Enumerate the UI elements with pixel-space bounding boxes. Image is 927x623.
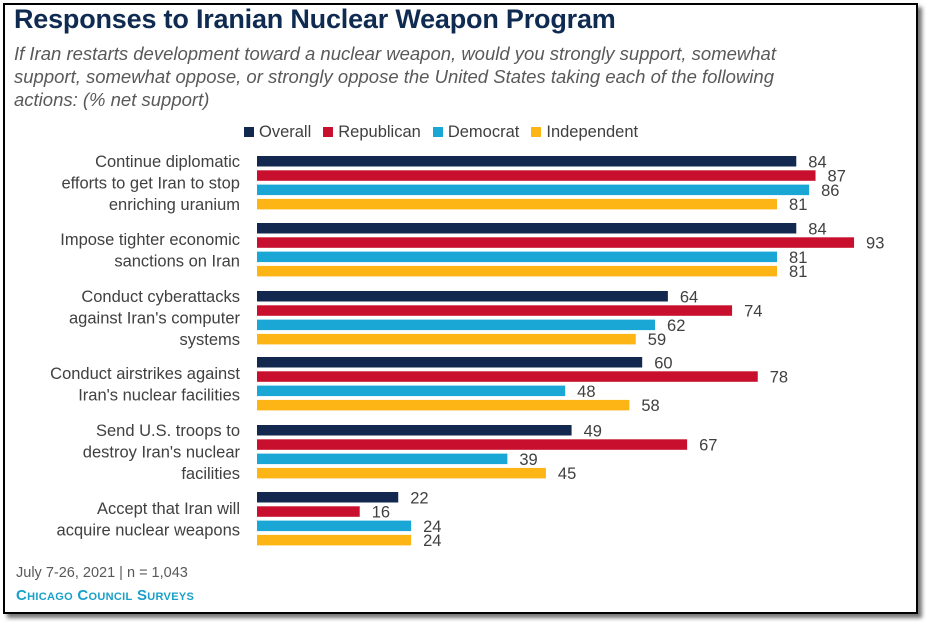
value-label-independent: 81	[789, 196, 807, 214]
bar-democrat	[257, 520, 412, 532]
value-label-republican: 16	[372, 504, 390, 522]
category-label-line: enriching uranium	[109, 196, 240, 214]
value-label-overall: 84	[808, 153, 826, 171]
bar-independent	[257, 467, 546, 479]
legend-item-independent: Independent	[531, 121, 638, 143]
survey-date-sample: July 7-26, 2021 | n = 1,043	[16, 565, 188, 581]
brand-logo-text: Chicago Council Surveys	[16, 587, 195, 604]
value-label-democrat: 39	[519, 451, 537, 469]
bar-democrat	[257, 385, 566, 397]
value-label-democrat: 24	[423, 518, 441, 536]
legend-label-independent: Independent	[546, 122, 639, 141]
bar-democrat	[257, 319, 656, 331]
bar-overall	[257, 357, 643, 368]
value-label-republican: 78	[770, 369, 788, 387]
value-label-independent: 45	[558, 465, 576, 483]
bar-democrat	[257, 184, 810, 196]
value-label-democrat: 86	[821, 182, 839, 200]
category-label-line: sanctions on Iran	[114, 252, 240, 270]
bar-overall	[257, 425, 572, 436]
category-label-line: acquire nuclear weapons	[57, 521, 240, 539]
bar-republican	[257, 439, 688, 450]
legend-item-overall: Overall	[244, 121, 311, 143]
category-label: Conduct airstrikes against Iran's nuclear…	[50, 365, 240, 405]
bar-independent	[257, 198, 778, 210]
category-label: Send U.S. troops to destroy Iran's nuclea…	[83, 422, 241, 483]
category-label-line: Iran's nuclear facilities	[78, 386, 240, 404]
category-label: Accept that Iran will acquire nuclear wea…	[57, 500, 240, 540]
bar-republican	[257, 237, 855, 248]
value-label-independent: 59	[648, 331, 666, 349]
category-label: Impose tighter economic sanctions on Iran	[60, 231, 240, 271]
category-label-line: systems	[179, 331, 240, 349]
bar-democrat	[257, 453, 508, 465]
bar-overall	[257, 291, 668, 302]
value-label-overall: 60	[654, 354, 672, 372]
bar-overall	[257, 156, 797, 167]
legend-swatch-republican	[323, 127, 334, 137]
category-label-line: Impose tighter economic	[60, 231, 240, 249]
bar-independent	[257, 265, 778, 277]
category-label-line: facilities	[181, 465, 240, 483]
bar-republican	[257, 170, 816, 181]
legend-label-democrat: Democrat	[447, 122, 520, 141]
bar-independent	[257, 399, 630, 411]
value-label-overall: 22	[410, 489, 428, 507]
value-label-independent: 58	[641, 397, 659, 415]
legend-swatch-independent	[531, 127, 542, 137]
category-label-line: efforts to get Iran to stop	[61, 175, 240, 193]
legend-label-republican: Republican	[338, 122, 421, 141]
legend-swatch-democrat	[432, 127, 443, 137]
value-label-independent: 81	[789, 263, 807, 281]
category-label: Conduct cyberattacks against Iran's compu…	[69, 288, 240, 349]
value-label-democrat: 81	[789, 249, 807, 267]
legend-label-overall: Overall	[259, 122, 312, 141]
bar-republican	[257, 305, 733, 316]
category-label-line: Conduct cyberattacks	[81, 288, 240, 306]
legend: Overall Republican Democrat Independent	[244, 121, 638, 143]
bar-independent	[257, 534, 412, 546]
legend-swatch-overall	[244, 127, 254, 137]
legend-item-democrat: Democrat	[432, 121, 520, 143]
bar-overall	[257, 223, 797, 234]
category-label-line: destroy Iran's nuclear	[83, 444, 241, 462]
category-label-line: Send U.S. troops to	[96, 422, 240, 440]
bar-independent	[257, 333, 636, 345]
category-label-line: Accept that Iran will	[97, 500, 240, 518]
value-label-republican: 93	[866, 235, 884, 253]
category-label: Continue diplomatic efforts to get Iran t…	[61, 153, 240, 214]
value-label-overall: 49	[584, 422, 602, 440]
category-label-line: Conduct airstrikes against	[50, 365, 240, 383]
value-label-independent: 24	[423, 532, 441, 550]
value-label-democrat: 62	[667, 317, 685, 335]
value-label-overall: 84	[808, 220, 826, 238]
value-label-republican: 87	[828, 168, 846, 186]
bar-republican	[257, 371, 758, 382]
value-label-democrat: 48	[577, 383, 595, 401]
bar-republican	[257, 506, 360, 517]
category-label-line: Continue diplomatic	[95, 153, 240, 171]
bar-democrat	[257, 251, 778, 263]
category-label-line: against Iran's computer	[69, 310, 240, 328]
value-label-republican: 67	[699, 437, 717, 455]
value-label-overall: 64	[680, 288, 698, 306]
bar-overall	[257, 492, 399, 503]
legend-item-republican: Republican	[323, 121, 421, 143]
chart-title: Responses to Iranian Nuclear Weapon Prog…	[14, 4, 616, 34]
chart-subtitle: If Iran restarts development toward a nu…	[14, 43, 776, 110]
value-label-republican: 74	[744, 303, 762, 321]
